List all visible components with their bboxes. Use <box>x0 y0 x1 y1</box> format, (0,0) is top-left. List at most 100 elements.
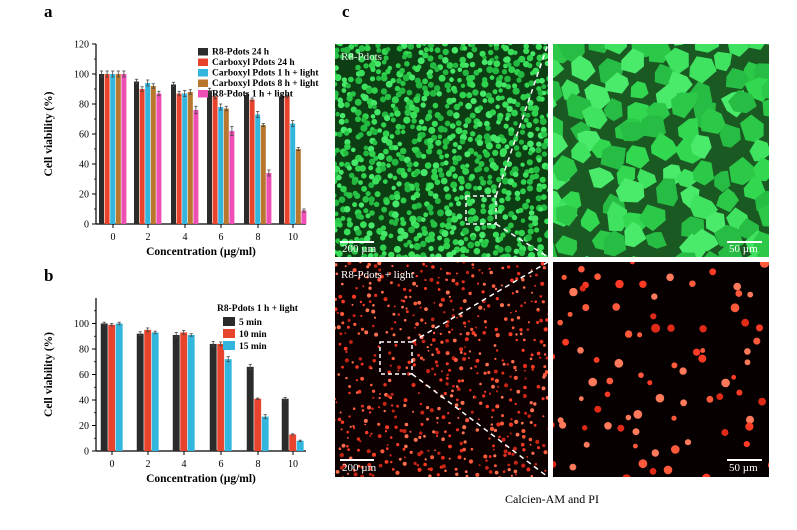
dead-cell-zoom <box>624 330 633 338</box>
dead-cell <box>481 290 485 294</box>
dead-cell <box>363 418 368 423</box>
dead-cell <box>351 303 354 306</box>
dead-cell <box>391 409 395 413</box>
dead-cell-zoom <box>759 262 769 268</box>
dead-cell <box>412 314 415 317</box>
dead-cell <box>335 418 336 421</box>
live-cell <box>335 193 337 198</box>
dead-cell <box>346 430 350 434</box>
dead-cell <box>352 314 356 318</box>
dead-cell <box>457 379 461 383</box>
dead-cell <box>379 274 384 279</box>
live-cell <box>508 44 513 46</box>
dead-cell-zoom <box>689 280 696 287</box>
chart-b-legend-swatch <box>223 317 235 326</box>
dead-cell <box>498 481 501 484</box>
live-cell-zoom <box>728 90 757 114</box>
live-cell <box>371 118 378 125</box>
live-cell <box>395 129 401 135</box>
live-cell <box>335 189 336 192</box>
live-cell <box>415 151 423 159</box>
dead-cell <box>341 443 346 448</box>
dead-cell <box>366 449 371 454</box>
live-cell <box>337 131 343 138</box>
dead-cell <box>403 318 407 322</box>
dead-cell <box>424 307 428 311</box>
dead-cell <box>475 326 478 329</box>
dead-cell <box>436 416 439 420</box>
live-cell <box>495 104 500 110</box>
dead-cell <box>544 469 547 472</box>
chart-a-bar <box>182 93 188 224</box>
live-cell-zoom <box>689 193 718 220</box>
dead-cell <box>427 449 430 452</box>
live-cell <box>400 167 406 174</box>
live-cell <box>547 167 548 171</box>
dead-cell-zoom <box>614 358 624 368</box>
dead-cell-zoom <box>647 380 653 386</box>
live-cell <box>369 150 376 158</box>
dead-cell <box>461 287 465 291</box>
live-cell <box>516 77 522 83</box>
dead-cell <box>542 415 545 418</box>
dead-cell <box>355 379 358 382</box>
live-cell <box>375 69 382 75</box>
chart-b-x-tick-label: 8 <box>256 459 261 470</box>
live-cell <box>488 49 494 56</box>
chart-b-bar <box>261 416 269 451</box>
live-cell <box>388 233 394 239</box>
live-cell <box>427 73 433 80</box>
dead-cell <box>483 320 487 324</box>
dead-cell <box>475 472 480 477</box>
live-cell <box>431 256 436 257</box>
live-cell <box>330 123 335 128</box>
dead-cell <box>337 373 341 376</box>
dead-cell <box>495 297 499 301</box>
live-cell <box>370 114 376 119</box>
live-cell <box>363 150 369 157</box>
dead-cell <box>468 350 471 353</box>
dead-cell-zoom <box>767 462 769 468</box>
live-cell <box>414 254 422 257</box>
dead-cell <box>335 470 340 474</box>
dead-cell <box>420 269 423 273</box>
dead-cell <box>543 450 548 455</box>
dead-cell <box>441 455 445 460</box>
dead-cell-zoom <box>561 274 567 280</box>
dead-cell <box>401 305 404 309</box>
dead-cell <box>478 269 481 272</box>
dead-cell <box>485 404 489 409</box>
dead-cell <box>530 353 534 357</box>
dead-cell <box>444 430 447 434</box>
live-cell <box>471 46 478 53</box>
live-cell <box>484 120 490 127</box>
zoom-line-dead-bottom <box>411 373 549 478</box>
live-cell <box>546 88 548 96</box>
live-cell <box>485 125 491 131</box>
dead-cell <box>533 402 537 406</box>
live-cell-zoom <box>689 56 717 84</box>
live-cell-zoom <box>603 98 623 122</box>
dead-cell <box>429 408 434 413</box>
live-cell <box>460 164 466 170</box>
dead-cell <box>341 299 345 304</box>
live-cell <box>404 185 412 193</box>
live-cell <box>541 84 547 90</box>
live-cell <box>508 222 514 229</box>
live-cell <box>376 47 382 53</box>
dead-cell <box>509 388 512 391</box>
dead-cell <box>459 351 463 354</box>
dead-cell <box>484 326 487 329</box>
live-cell <box>351 248 359 255</box>
dead-cell <box>399 428 403 433</box>
dead-cell <box>501 359 504 362</box>
dead-cell <box>541 300 545 304</box>
live-cell <box>476 121 483 127</box>
dead-cell <box>457 416 460 419</box>
live-cell <box>501 69 508 75</box>
live-cell <box>355 64 361 71</box>
dead-cell <box>451 328 454 331</box>
live-cell <box>501 188 508 194</box>
live-cell <box>537 89 544 97</box>
